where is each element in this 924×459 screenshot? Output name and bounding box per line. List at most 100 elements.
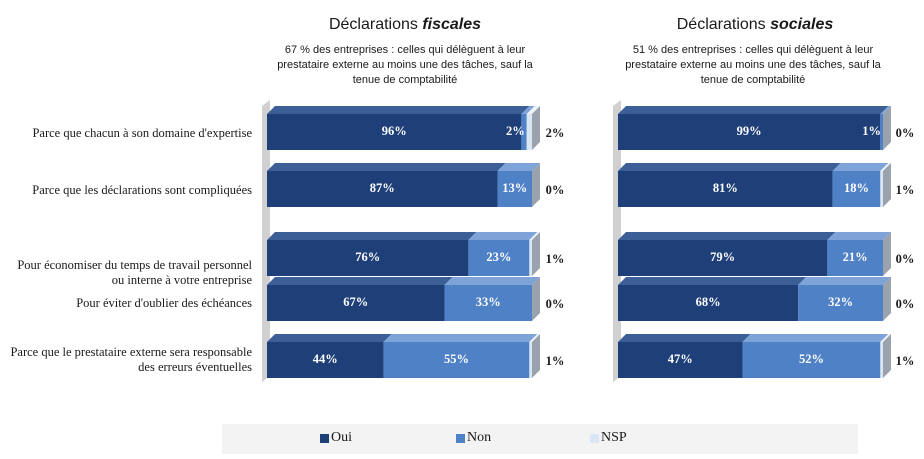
category-line: Pour économiser du temps de travail pers… xyxy=(17,258,252,272)
legend-item-non: Non xyxy=(456,430,491,446)
bar-top-non xyxy=(880,106,891,114)
bar-non xyxy=(497,171,532,207)
data-label-non: 2% xyxy=(506,124,525,138)
category-label: Pour économiser du temps de travail pers… xyxy=(0,258,252,288)
data-label-oui: 87% xyxy=(370,181,395,195)
subtitle-line: tenue de comptabilité xyxy=(352,74,458,86)
subtitle-line: tenue de comptabilité xyxy=(700,74,806,86)
bar-top-oui xyxy=(618,334,751,342)
bar-top-oui xyxy=(267,277,453,285)
panel-subtitle-fiscales: 67 % des entreprises : celles qui délègu… xyxy=(260,43,550,88)
legend-swatch-non xyxy=(456,433,465,443)
bar-nsp xyxy=(880,342,883,378)
data-label-oui: 81% xyxy=(713,181,738,195)
category-line: ou interne à votre entreprise xyxy=(111,273,252,287)
data-label-non: 33% xyxy=(476,295,501,309)
bar-top-oui xyxy=(618,232,836,240)
category-label: Parce que les déclarations sont compliqu… xyxy=(0,183,252,198)
bar-top-nsp xyxy=(880,163,891,171)
bar-nsp xyxy=(880,171,883,207)
subtitle-line: 51 % des entreprises : celles qui délègu… xyxy=(632,44,874,56)
chart-legend: Oui Non NSP xyxy=(222,424,858,454)
category-label: Parce que le prestataire externe sera re… xyxy=(0,345,252,375)
data-label-non: 18% xyxy=(844,181,869,195)
bar-top-non xyxy=(383,334,538,342)
bar-non xyxy=(383,342,530,378)
data-label-non: 55% xyxy=(444,352,469,366)
bar-top-oui xyxy=(618,106,889,114)
data-label-oui: 44% xyxy=(313,352,338,366)
category-line: Parce que le prestataire externe sera re… xyxy=(10,345,252,359)
bar-top-non xyxy=(497,163,540,171)
bar-oui xyxy=(618,114,881,150)
data-label-non: 23% xyxy=(486,250,511,264)
bar-top-nsp xyxy=(526,106,540,114)
bar-nsp xyxy=(526,114,532,150)
bar-top-oui xyxy=(618,163,841,171)
legend-swatch-oui xyxy=(320,433,329,443)
bar-side xyxy=(883,163,891,207)
bar-oui xyxy=(267,114,522,150)
data-label-nsp: 1% xyxy=(546,252,565,266)
bar-top-oui xyxy=(267,232,477,240)
bar-oui xyxy=(267,342,384,378)
data-label-non: 13% xyxy=(502,181,527,195)
bar-non xyxy=(832,171,881,207)
data-label-nsp: 0% xyxy=(546,297,565,311)
data-label-non: 32% xyxy=(828,295,853,309)
bar-top-non xyxy=(832,163,889,171)
title-emphasis: fiscales xyxy=(422,16,482,33)
bar-oui xyxy=(618,285,799,321)
bar-top-oui xyxy=(267,334,392,342)
legend-label: Oui xyxy=(331,430,352,445)
data-label-non: 21% xyxy=(843,250,868,264)
data-label-nsp: 2% xyxy=(546,126,565,140)
bar-oui xyxy=(618,342,743,378)
data-label-oui: 99% xyxy=(737,124,762,138)
bar-side xyxy=(532,334,540,378)
bar-top-non xyxy=(827,232,891,240)
category-line: des erreurs éventuelles xyxy=(138,360,252,374)
category-line: Pour éviter d'oublier des échéances xyxy=(76,296,252,310)
bar-top-nsp xyxy=(880,334,891,342)
data-label-nsp: 0% xyxy=(896,297,915,311)
bar-non xyxy=(880,114,883,150)
bar-top-oui xyxy=(267,106,530,114)
legend-label: NSP xyxy=(601,430,627,445)
bar-non xyxy=(827,240,883,276)
bar-top-non xyxy=(468,232,538,240)
bar-side xyxy=(883,232,891,276)
data-label-oui: 79% xyxy=(710,250,735,264)
bar-top-non xyxy=(798,277,891,285)
data-label-oui: 76% xyxy=(355,250,380,264)
bar-side xyxy=(532,163,540,207)
category-line: Parce que chacun à son domaine d'experti… xyxy=(32,126,252,140)
subtitle-line: prestataire externe au moins une des tâc… xyxy=(277,59,533,71)
data-label-nsp: 1% xyxy=(896,354,915,368)
bar-oui xyxy=(618,171,833,207)
bar-non xyxy=(742,342,881,378)
panel-title-sociales: Déclarations sociales xyxy=(676,16,834,33)
bar-side xyxy=(883,334,891,378)
bar-top-non xyxy=(521,106,535,114)
bar-side xyxy=(532,232,540,276)
subtitle-line: prestataire externe au moins une des tâc… xyxy=(625,59,881,71)
category-label: Pour éviter d'oublier des échéances xyxy=(0,296,252,311)
stacked-bar-chart: 96% 2% 2% 87% 13% 0% 76% 23% 1% 67% 33% 0% 44% 55% 1% 9… xyxy=(262,100,915,382)
bar-oui xyxy=(267,240,469,276)
bar-top-non xyxy=(742,334,889,342)
panel-subtitle-sociales: 51 % des entreprises : celles qui délègu… xyxy=(608,43,898,88)
data-label-nsp: 0% xyxy=(896,252,915,266)
data-label-nsp: 1% xyxy=(546,354,565,368)
bar-oui xyxy=(267,285,445,321)
category-line: Parce que les déclarations sont compliqu… xyxy=(32,183,252,197)
data-label-non: 52% xyxy=(799,352,824,366)
bar-top-nsp xyxy=(529,232,540,240)
bar-non xyxy=(798,285,883,321)
bar-nsp xyxy=(529,342,532,378)
category-label: Parce que chacun à son domaine d'experti… xyxy=(0,126,252,141)
bar-side xyxy=(532,277,540,321)
bar-side xyxy=(883,106,891,150)
bar-side xyxy=(532,106,540,150)
legend-item-oui: Oui xyxy=(320,430,352,446)
